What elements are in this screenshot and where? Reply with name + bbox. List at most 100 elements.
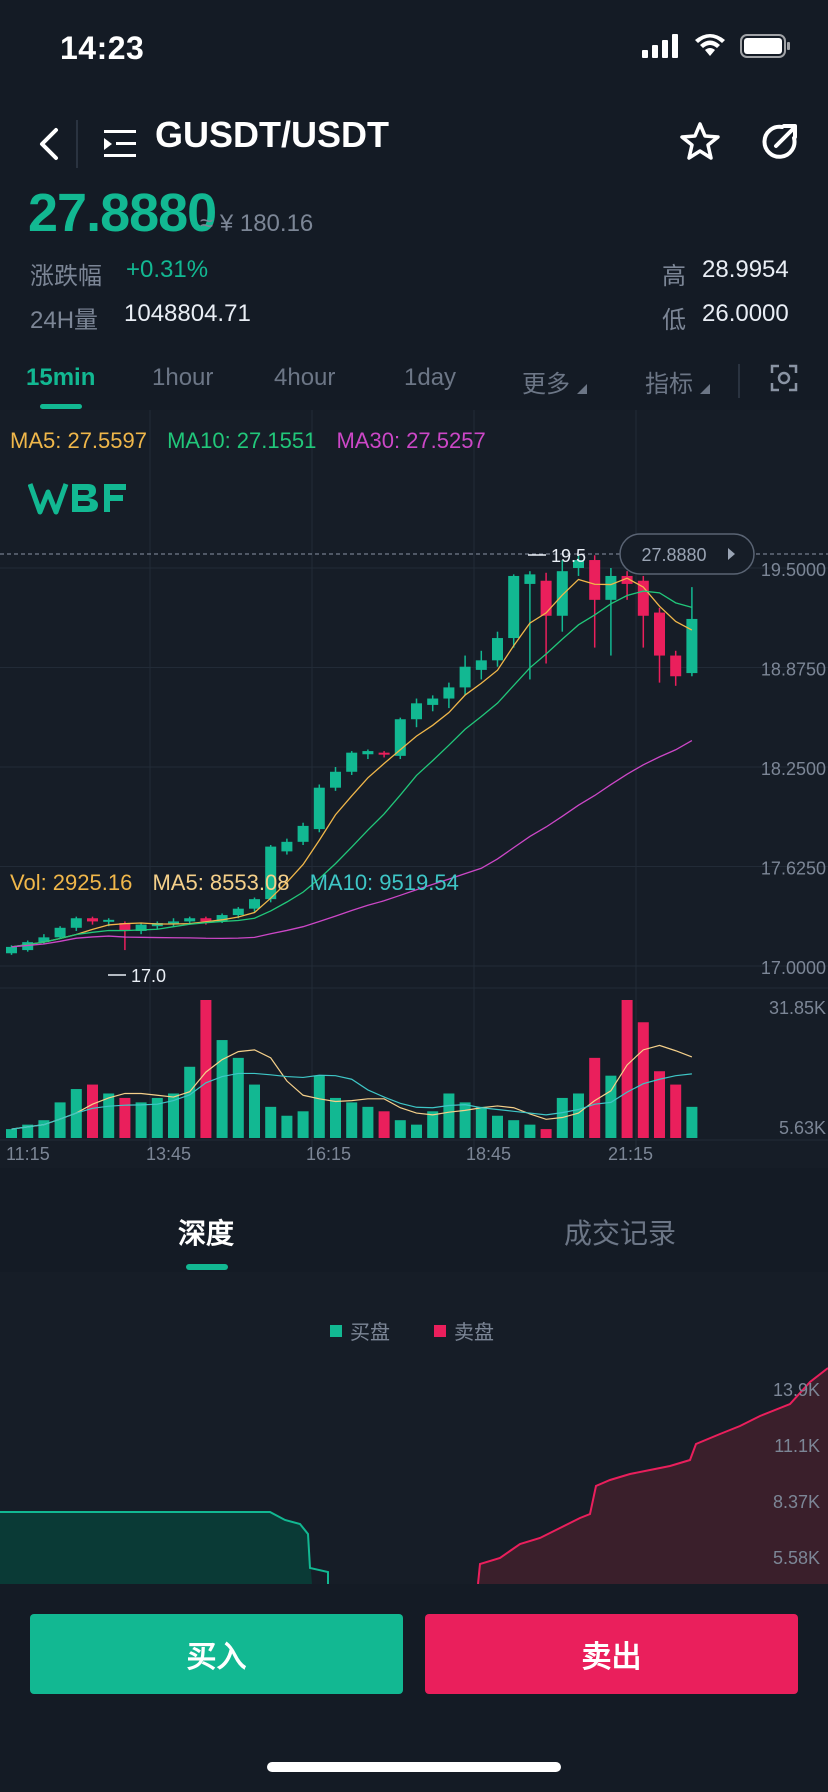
candle-body: [427, 698, 439, 705]
candle-body: [6, 946, 17, 954]
tab-4hour[interactable]: 4hour: [274, 364, 336, 391]
ma10-value: MA10: 27.1551: [167, 428, 317, 453]
tab-more[interactable]: 更多: [522, 364, 587, 399]
change-label: 涨跌幅: [30, 263, 102, 290]
interval-tabs: 15min 1hour 4hour 1day 更多 指标: [0, 350, 828, 410]
candle-body: [216, 915, 228, 922]
volume-bar: [427, 1111, 439, 1138]
candle-body: [443, 687, 455, 699]
kline-chart[interactable]: 19.5000 18.8750 18.2500 17.6250 17.0000 27.88…: [0, 410, 828, 1168]
back-icon[interactable]: [22, 116, 78, 172]
candle-body: [168, 921, 179, 924]
wifi-icon: [695, 34, 725, 56]
low-label: 低: [662, 307, 686, 334]
volume-bar: [411, 1124, 422, 1138]
kline-svg: 19.5000 18.8750 18.2500 17.6250 17.0000 27.88…: [0, 410, 828, 1164]
tab-indicators-label: 指标: [645, 371, 693, 398]
volume-bar: [573, 1093, 584, 1138]
home-indicator: [267, 1762, 561, 1772]
sell-button[interactable]: 卖出: [425, 1614, 798, 1694]
candle-body: [232, 908, 244, 916]
fullscreen-icon[interactable]: [770, 364, 798, 392]
volume-bar: [249, 1084, 260, 1138]
vol-ma5-value: MA5: 8553.08: [152, 870, 290, 895]
volume-bar: [524, 1124, 536, 1138]
buy-button[interactable]: 买入: [30, 1614, 403, 1694]
triangle-down-icon: [699, 384, 710, 394]
vol-ma5-line: [11, 1044, 693, 1130]
candle-body: [184, 918, 196, 922]
volume-bar: [670, 1084, 682, 1138]
volume-bar: [443, 1093, 455, 1138]
sell-swatch: [434, 1324, 446, 1337]
tab-trades[interactable]: 成交记录: [564, 1218, 677, 1249]
volume-bar: [589, 1057, 601, 1138]
sell-depth-line: [477, 1367, 828, 1584]
volume-bar: [654, 1071, 665, 1138]
volume-bar: [362, 1106, 374, 1138]
status-time: 14:23: [60, 30, 145, 66]
ma30-line: [11, 740, 693, 948]
candle-body: [70, 918, 82, 928]
legend-sell: 卖盘: [434, 1316, 494, 1345]
y-tick-label: 18.8750: [761, 660, 826, 680]
volume-bar: [313, 1075, 325, 1138]
candle-body: [524, 574, 536, 584]
candle-body: [621, 575, 633, 584]
vol-ma10-line: [11, 1072, 692, 1130]
candle-body: [459, 666, 471, 688]
market-list-icon[interactable]: [100, 118, 140, 170]
legend-buy-label: 买盘: [350, 1322, 390, 1344]
x-tick-label: 16:15: [306, 1144, 351, 1164]
tab-indicators[interactable]: 指标: [645, 364, 710, 399]
volume-bar: [22, 1124, 34, 1138]
depth-svg: 13.9K 11.1K 8.37K 5.58K: [0, 1367, 828, 1584]
legend-buy: 买盘: [330, 1316, 390, 1345]
current-price-badge: [619, 533, 755, 575]
candle-body: [475, 660, 487, 670]
candle-body: [249, 899, 260, 909]
candle-body: [54, 927, 66, 938]
tab-1hour[interactable]: 1hour: [152, 364, 214, 391]
candle-body: [330, 771, 341, 788]
candle-body: [394, 719, 406, 756]
volume-bar: [200, 1000, 212, 1138]
candle-body: [573, 560, 584, 568]
tab-15min[interactable]: 15min: [26, 364, 96, 391]
volume-bar: [492, 1115, 503, 1138]
tab-depth[interactable]: 深度: [178, 1218, 235, 1249]
volume-bar: [54, 1102, 66, 1138]
pair-title[interactable]: GUSDT/USDT: [155, 114, 389, 155]
ma5-value: MA5: 27.5597: [10, 428, 147, 453]
ma10-line: [11, 590, 693, 948]
volume-bar: [637, 1022, 649, 1138]
volume-bar: [394, 1120, 406, 1138]
ma5-line: [11, 577, 693, 948]
vol-tick-label: 5.63K: [779, 1118, 826, 1138]
star-icon[interactable]: [676, 114, 724, 170]
cny-price: ≈ ¥ 180.16: [200, 210, 314, 237]
high-value: 28.9954: [702, 256, 789, 283]
legend-sell-label: 卖盘: [454, 1322, 494, 1344]
bottom-action-bar: 买入 卖出: [0, 1584, 828, 1792]
max-price-label: 19.5: [551, 546, 586, 566]
depth-y-tick: 5.58K: [773, 1548, 820, 1568]
y-tick-label: 18.2500: [761, 759, 826, 779]
wbf-logo: [28, 483, 126, 515]
volume-bar: [232, 1057, 244, 1138]
battery-icon: [740, 34, 790, 58]
tab-1day[interactable]: 1day: [404, 364, 457, 391]
share-icon[interactable]: [756, 114, 804, 170]
x-tick-label: 13:45: [146, 1144, 191, 1164]
low-value: 26.0000: [702, 300, 789, 327]
x-tick-label: 18:45: [466, 1144, 511, 1164]
buy-swatch: [330, 1324, 342, 1337]
depth-chart[interactable]: 买盘 卖盘 13.9K 11.1K 8.37K 5.58K: [0, 1272, 828, 1584]
ma-legend: MA5: 27.5597 MA10: 27.1551 MA30: 27.5257: [10, 428, 500, 454]
high-label: 高: [662, 263, 686, 290]
vol-ma10-value: MA10: 9519.54: [309, 870, 459, 895]
candle-body: [103, 919, 115, 922]
candle-body: [637, 580, 649, 616]
candle-body: [297, 825, 309, 842]
x-tick-label: 11:15: [6, 1144, 50, 1164]
